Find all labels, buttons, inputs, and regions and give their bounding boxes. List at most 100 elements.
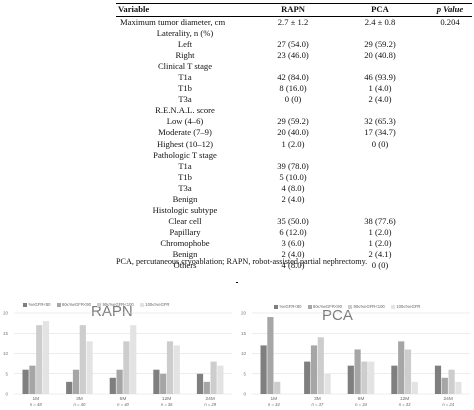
legend-item: 80≤%eGFR<90 (56, 302, 91, 307)
p-value-cell (428, 150, 472, 161)
pca-cell (332, 161, 428, 172)
x-tick-label: 6M (358, 396, 365, 402)
table-row: Maximum tumor diameter, cm 2.7 ± 1.2 2.4 ±… (116, 17, 472, 29)
legend-swatch (139, 302, 144, 307)
legend-swatch (56, 302, 61, 307)
legend-item: %eGFR<80 (23, 302, 51, 307)
pca-cell: 46 (93.9) (364, 72, 396, 83)
table-row: Benign 2 (4.0) (116, 194, 472, 205)
variable-cell: Benign (172, 248, 198, 259)
rapn-cell: 23 (46.0) (277, 50, 309, 61)
rapn-cell: 3 (6.0) (281, 237, 305, 248)
legend-item: 90≤%eGFR<100 (96, 302, 134, 307)
table-row: Benign 2 (4.0) 2 (4.1) (116, 249, 472, 260)
p-value-cell (428, 216, 472, 227)
sample-size-label: n = 36 (161, 402, 173, 407)
bar (210, 361, 217, 394)
bar (166, 341, 174, 394)
y-tick-label: 5 (243, 371, 246, 376)
rapn-cell: 35 (50.0) (277, 215, 309, 226)
legend-label: 100≤%eGFR (145, 302, 170, 307)
table-row: Moderate (7–9) 20 (40.0) 17 (34.7) (116, 127, 472, 138)
bar (260, 345, 267, 394)
legend-item: %eGFR<80 (274, 304, 302, 309)
table-row: Pathologic T stage (116, 150, 472, 161)
pca-cell (332, 105, 428, 116)
bar (160, 373, 167, 394)
pca-cell (332, 183, 428, 194)
rapn-chart-legend: %eGFR<80 80≤%eGFR<90 90≤%eGFR<100 100≤%eGFR (23, 302, 169, 307)
variable-cell: Papillary (169, 226, 201, 237)
variable-cell: Others (173, 260, 197, 271)
bar (66, 381, 73, 394)
bar (404, 349, 412, 394)
p-value-cell (428, 105, 472, 116)
bar (173, 345, 180, 394)
bar (109, 377, 116, 394)
legend-item: 80≤%eGFR<90 (307, 304, 342, 309)
bar (455, 381, 462, 394)
rapn-chart-title: RAPN (91, 303, 133, 320)
rapn-cell: 4 (8.0) (281, 260, 305, 271)
pca-cell: 20 (40.8) (364, 50, 396, 61)
p-value-cell (428, 72, 472, 83)
sample-size-label: n = 48 (30, 402, 42, 407)
table-row: Others 4 (8.0) 0 (0) (116, 260, 472, 271)
rapn-cell: 20 (40.0) (277, 127, 309, 138)
header-variable: Variable (116, 3, 254, 17)
x-tick-label: 3M (314, 396, 321, 402)
p-value-cell (428, 205, 472, 216)
rapn-cell: 2.7 ± 1.2 (277, 17, 309, 27)
rapn-cell (254, 28, 332, 39)
variable-cell: T1b (178, 171, 192, 182)
bar (304, 361, 311, 394)
p-value-cell: 0.204 (440, 17, 460, 27)
rapn-cell: 29 (59.2) (277, 116, 309, 127)
rapn-cell: 4 (8.0) (281, 182, 305, 193)
variable-cell: Low (4–6) (166, 116, 204, 127)
table-row: T3a 0 (0) 2 (4.0) (116, 94, 472, 105)
pca-cell (332, 150, 428, 161)
sample-size-label: n = 24 (442, 402, 454, 407)
bar (434, 365, 442, 394)
p-value-cell (428, 238, 472, 249)
pca-cell: 1 (4.0) (368, 83, 392, 94)
rapn-cell (254, 150, 332, 161)
y-tick-label: 10 (3, 351, 9, 356)
table-row: Laterality, n (%) (116, 28, 472, 39)
variable-cell: T1a (178, 160, 192, 171)
legend-label: 100≤%eGFR (396, 304, 421, 309)
pca-cell: 1 (2.0) (368, 226, 392, 237)
variable-cell: T3a (178, 182, 192, 193)
bar (116, 369, 123, 394)
table-row: T3a 4 (8.0) (116, 183, 472, 194)
table-row: Clear cell 35 (50.0) 38 (77.6) (116, 216, 472, 227)
y-tick-label: 5 (5, 371, 8, 376)
y-tick-label: 15 (241, 331, 247, 336)
table-footnote: PCA, percutaneous cryoablation; RAPN, ro… (116, 257, 368, 266)
legend-item: 100≤%eGFR (390, 304, 421, 309)
variable-cell: Right (175, 50, 195, 61)
p-value-cell (428, 94, 472, 105)
table-row: Left 27 (54.0) 29 (59.2) (116, 39, 472, 50)
p-value-cell (428, 39, 472, 50)
bar (448, 369, 455, 394)
x-tick-label: 6M (120, 396, 127, 402)
table-row: R.E.N.A.L. score (116, 105, 472, 116)
bar (267, 317, 274, 394)
table-row: T1a 42 (84.0) 46 (93.9) (116, 72, 472, 83)
pca-cell: 38 (77.6) (364, 215, 396, 226)
bar (196, 373, 204, 394)
rapn-cell (254, 205, 332, 216)
pca-cell (332, 28, 428, 39)
y-tick-label: 0 (243, 392, 246, 397)
pca-cell: 0 (0) (371, 138, 389, 149)
legend-swatch (347, 304, 352, 309)
header-pca: PCA (332, 3, 428, 17)
table-header-row: Variable RAPN PCA p Value (116, 3, 472, 17)
pca-cell: 17 (34.7) (364, 127, 396, 138)
rapn-cell: 6 (12.0) (279, 226, 307, 237)
bar (317, 337, 324, 394)
rapn-cell: 5 (10.0) (279, 171, 307, 182)
